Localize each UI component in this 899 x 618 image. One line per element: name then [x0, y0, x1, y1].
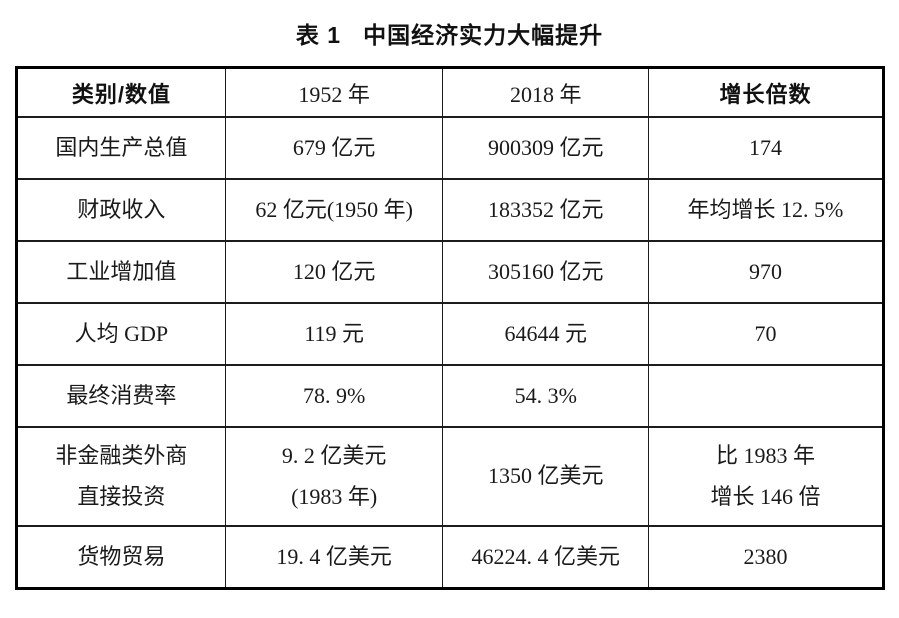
- table-row: 人均 GDP 119 元 64644 元 70: [15, 302, 884, 366]
- cell-category: 财政收入: [15, 178, 227, 242]
- cell-category: 最终消费率: [15, 364, 227, 428]
- cell-2018: 46224. 4 亿美元: [442, 525, 650, 590]
- cell-growth: 2380: [648, 525, 884, 590]
- cell-2018: 305160 亿元: [442, 240, 650, 304]
- column-header-1952: 1952 年: [225, 66, 444, 118]
- cell-1952: 62 亿元(1950 年): [225, 178, 444, 242]
- cell-growth: 970: [648, 240, 884, 304]
- cell-category: 国内生产总值: [15, 116, 227, 180]
- column-header-growth: 增长倍数: [648, 66, 884, 118]
- cell-1952: 679 亿元: [225, 116, 444, 180]
- table-row: 非金融类外商 直接投资 9. 2 亿美元 (1983 年) 1350 亿美元 比…: [15, 426, 884, 527]
- cell-2018: 1350 亿美元: [442, 426, 650, 527]
- cell-category: 人均 GDP: [15, 302, 227, 366]
- table-row: 最终消费率 78. 9% 54. 3%: [15, 364, 884, 428]
- cell-1952: 120 亿元: [225, 240, 444, 304]
- economy-table: 类别/数值 1952 年 2018 年 增长倍数 国内生产总值 679 亿元 9…: [14, 66, 885, 590]
- table-row: 财政收入 62 亿元(1950 年) 183352 亿元 年均增长 12. 5%: [15, 178, 884, 242]
- cell-category: 货物贸易: [15, 525, 227, 590]
- column-header-2018: 2018 年: [442, 66, 650, 118]
- table-title-number: 表 1: [295, 22, 342, 48]
- column-header-category: 类别/数值: [15, 66, 227, 118]
- cell-2018: 64644 元: [442, 302, 650, 366]
- cell-growth: 70: [648, 302, 884, 366]
- cell-2018: 54. 3%: [442, 364, 650, 428]
- cell-growth: [648, 364, 884, 428]
- table-row: 货物贸易 19. 4 亿美元 46224. 4 亿美元 2380: [15, 525, 884, 590]
- table-title-text: 中国经济实力大幅提升: [363, 22, 604, 48]
- cell-1952: 19. 4 亿美元: [225, 525, 444, 590]
- cell-2018: 183352 亿元: [442, 178, 650, 242]
- cell-1952: 119 元: [225, 302, 444, 366]
- cell-2018: 900309 亿元: [442, 116, 650, 180]
- cell-growth: 年均增长 12. 5%: [648, 178, 884, 242]
- table-row: 工业增加值 120 亿元 305160 亿元 970: [15, 240, 884, 304]
- table-row: 国内生产总值 679 亿元 900309 亿元 174: [15, 116, 884, 180]
- cell-growth: 比 1983 年 增长 146 倍: [648, 426, 884, 527]
- cell-1952: 78. 9%: [225, 364, 444, 428]
- cell-category: 工业增加值: [15, 240, 227, 304]
- cell-1952: 9. 2 亿美元 (1983 年): [225, 426, 444, 527]
- table-title: 表 1 中国经济实力大幅提升: [0, 0, 899, 50]
- cell-category: 非金融类外商 直接投资: [15, 426, 227, 527]
- cell-growth: 174: [648, 116, 884, 180]
- header-row: 类别/数值 1952 年 2018 年 增长倍数: [15, 66, 884, 118]
